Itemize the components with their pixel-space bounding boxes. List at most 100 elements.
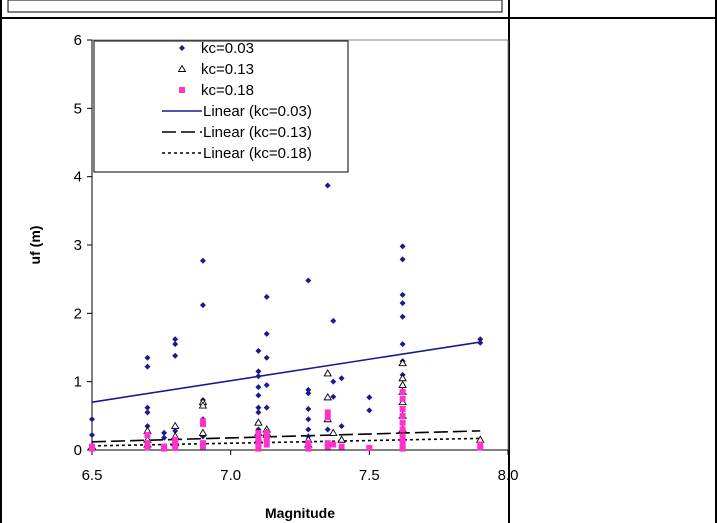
y-tick-label: 1	[74, 374, 82, 391]
y-tick-label: 6	[74, 32, 82, 49]
data-point	[324, 426, 331, 433]
x-axis-title: Magnitude	[265, 505, 335, 521]
data-point	[324, 409, 331, 416]
data-point	[399, 436, 406, 443]
data-point	[172, 427, 179, 434]
y-tick-label: 5	[74, 100, 82, 117]
y-tick-label: 3	[74, 237, 82, 254]
data-point	[399, 433, 406, 440]
data-point	[263, 441, 270, 448]
data-point	[305, 390, 312, 397]
data-point	[254, 418, 263, 426]
data-point	[199, 443, 206, 450]
data-point	[305, 426, 312, 433]
data-point	[161, 434, 168, 441]
data-point	[255, 445, 262, 452]
data-point	[172, 352, 179, 359]
data-point	[263, 354, 270, 361]
data-point	[172, 336, 179, 343]
data-point	[324, 440, 331, 447]
data-point	[263, 293, 270, 300]
data-point	[477, 339, 484, 346]
legend-marker	[179, 45, 185, 51]
data-point	[477, 444, 484, 451]
data-point	[305, 386, 312, 393]
data-point	[399, 406, 406, 412]
data-point	[305, 416, 312, 423]
trend-line	[91, 430, 481, 443]
y-ticks: 0 1 2 3 4 5 6	[74, 32, 92, 459]
data-point	[366, 444, 373, 451]
data-point	[172, 341, 179, 348]
data-point	[338, 423, 345, 430]
data-point	[255, 373, 262, 380]
data-point	[161, 429, 168, 436]
legend-label: kc=0.03	[201, 40, 254, 57]
data-point	[398, 358, 407, 367]
data-point	[255, 347, 262, 354]
data-point	[399, 440, 406, 447]
data-point	[89, 443, 95, 450]
trend-lines	[91, 341, 481, 447]
y-axis-title: uf (m)	[27, 226, 43, 265]
data-point	[255, 434, 262, 441]
data-point	[263, 330, 270, 337]
legend-label: Linear (kc=0.03)	[203, 103, 312, 120]
legend: kc=0.03 kc=0.13 kc=0.18 Linear (kc=0.03) Lin…	[93, 40, 349, 173]
x-tick-label: 7.5	[359, 467, 380, 484]
x-tick-label: 8.0	[498, 467, 519, 484]
data-point	[198, 428, 208, 436]
data-point	[338, 375, 345, 382]
data-point	[161, 445, 168, 452]
data-point	[144, 354, 151, 361]
data-point	[399, 291, 406, 298]
data-point	[255, 438, 262, 445]
data-point	[324, 414, 331, 421]
trend-line	[91, 341, 481, 403]
data-point	[305, 445, 312, 452]
data-point	[198, 401, 208, 409]
data-point	[144, 409, 151, 416]
data-point	[399, 313, 406, 320]
x-ticks: 6.5 7.0 7.5 8.0	[82, 450, 519, 484]
data-point	[172, 436, 179, 443]
data-point	[199, 257, 206, 264]
data-point	[399, 300, 406, 307]
data-point	[263, 437, 270, 444]
data-point	[366, 394, 373, 401]
y-tick-label: 2	[74, 305, 82, 322]
data-point	[323, 369, 333, 377]
data-point	[255, 392, 262, 399]
x-tick-label: 7.0	[220, 467, 241, 484]
data-point	[144, 440, 151, 447]
data-point	[172, 441, 179, 448]
data-point	[399, 395, 406, 402]
data-point	[144, 423, 151, 430]
trend-line	[91, 437, 481, 447]
data-point	[305, 440, 312, 447]
data-point	[338, 443, 345, 450]
data-point	[199, 440, 206, 447]
data-point	[330, 378, 337, 385]
data-point	[323, 392, 333, 401]
legend-label: Linear (kc=0.13)	[203, 124, 312, 141]
data-point	[263, 429, 270, 436]
data-point	[263, 382, 270, 389]
data-point	[399, 445, 406, 452]
data-point	[324, 182, 331, 189]
data-point	[399, 412, 406, 419]
data-point	[399, 419, 406, 426]
legend-box	[93, 40, 349, 173]
data-point	[328, 428, 338, 436]
data-point	[144, 431, 151, 438]
data-point	[144, 444, 151, 451]
data-markers	[87, 182, 485, 452]
data-point	[199, 302, 206, 309]
data-point	[144, 404, 151, 411]
data-point	[89, 416, 95, 423]
data-point	[170, 421, 180, 430]
legend-marker	[179, 87, 185, 93]
data-point	[399, 341, 406, 348]
